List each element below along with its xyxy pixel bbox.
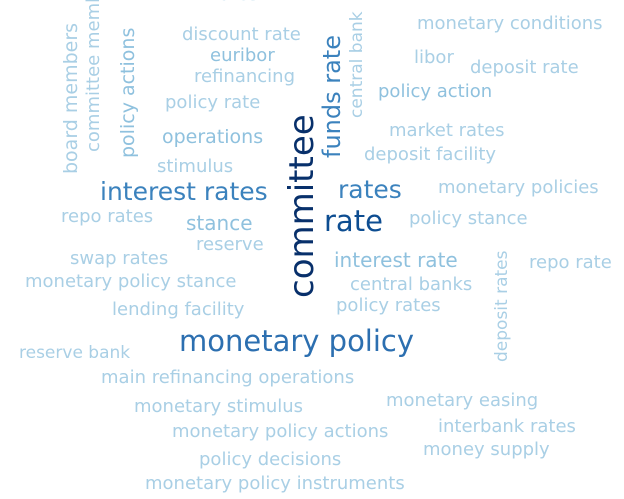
cloud-word: main refinancing operations xyxy=(101,367,355,388)
cloud-word: central bank xyxy=(347,11,367,118)
cloud-word: market rates xyxy=(389,120,505,141)
cloud-word: lending facility xyxy=(112,299,245,320)
cloud-word: policy action xyxy=(378,81,493,102)
cloud-word: repo rate xyxy=(529,252,612,273)
cloud-word: interbank rates xyxy=(438,416,576,437)
cloud-word: board members xyxy=(60,22,82,174)
cloud-word: monetary policy stance xyxy=(25,271,237,292)
cloud-word: stance xyxy=(186,211,253,235)
cloud-word: deposit facility xyxy=(364,144,497,165)
cloud-word: interest rate xyxy=(334,248,458,272)
cloud-word: committee members xyxy=(83,0,104,152)
cloud-word: funds rate xyxy=(318,35,346,158)
cloud-word: refinancing xyxy=(194,66,295,87)
cloud-word: central banks xyxy=(350,274,473,295)
cloud-word: stimulus xyxy=(157,156,234,177)
cloud-word: discount rate xyxy=(182,24,301,45)
cloud-word: policy rate xyxy=(165,92,261,113)
cloud-word: policy decisions xyxy=(199,449,342,470)
cloud-word: monetary policy xyxy=(179,324,415,358)
cloud-word: deposit rate xyxy=(470,57,579,78)
cloud-word: euribor xyxy=(210,45,275,66)
cloud-word: monetary policy instruments xyxy=(145,473,405,494)
cloud-word: swap rates xyxy=(70,248,169,269)
cloud-word: policy rates xyxy=(336,295,441,316)
cloud-word: policy stance xyxy=(409,208,528,229)
cloud-word: operations xyxy=(162,126,264,148)
cloud-word: committee xyxy=(282,114,322,298)
cloud-word: interest rates xyxy=(100,177,268,206)
cloud-word: policy actions xyxy=(117,27,139,158)
cloud-word: reserve xyxy=(196,234,264,255)
cloud-word: rates xyxy=(212,0,258,4)
cloud-word: deposit rates xyxy=(492,250,512,362)
cloud-word: reserve bank xyxy=(19,343,131,363)
cloud-word: rate xyxy=(324,204,383,238)
cloud-word: monetary stimulus xyxy=(134,396,304,417)
cloud-word: money supply xyxy=(423,439,550,460)
cloud-word: monetary conditions xyxy=(417,13,603,34)
cloud-word: monetary policy actions xyxy=(172,421,389,442)
cloud-word: libor xyxy=(414,47,454,68)
cloud-word: rates xyxy=(338,175,402,204)
cloud-word: monetary policies xyxy=(438,177,599,198)
cloud-word: monetary easing xyxy=(386,390,539,411)
cloud-word: repo rates xyxy=(61,206,154,227)
